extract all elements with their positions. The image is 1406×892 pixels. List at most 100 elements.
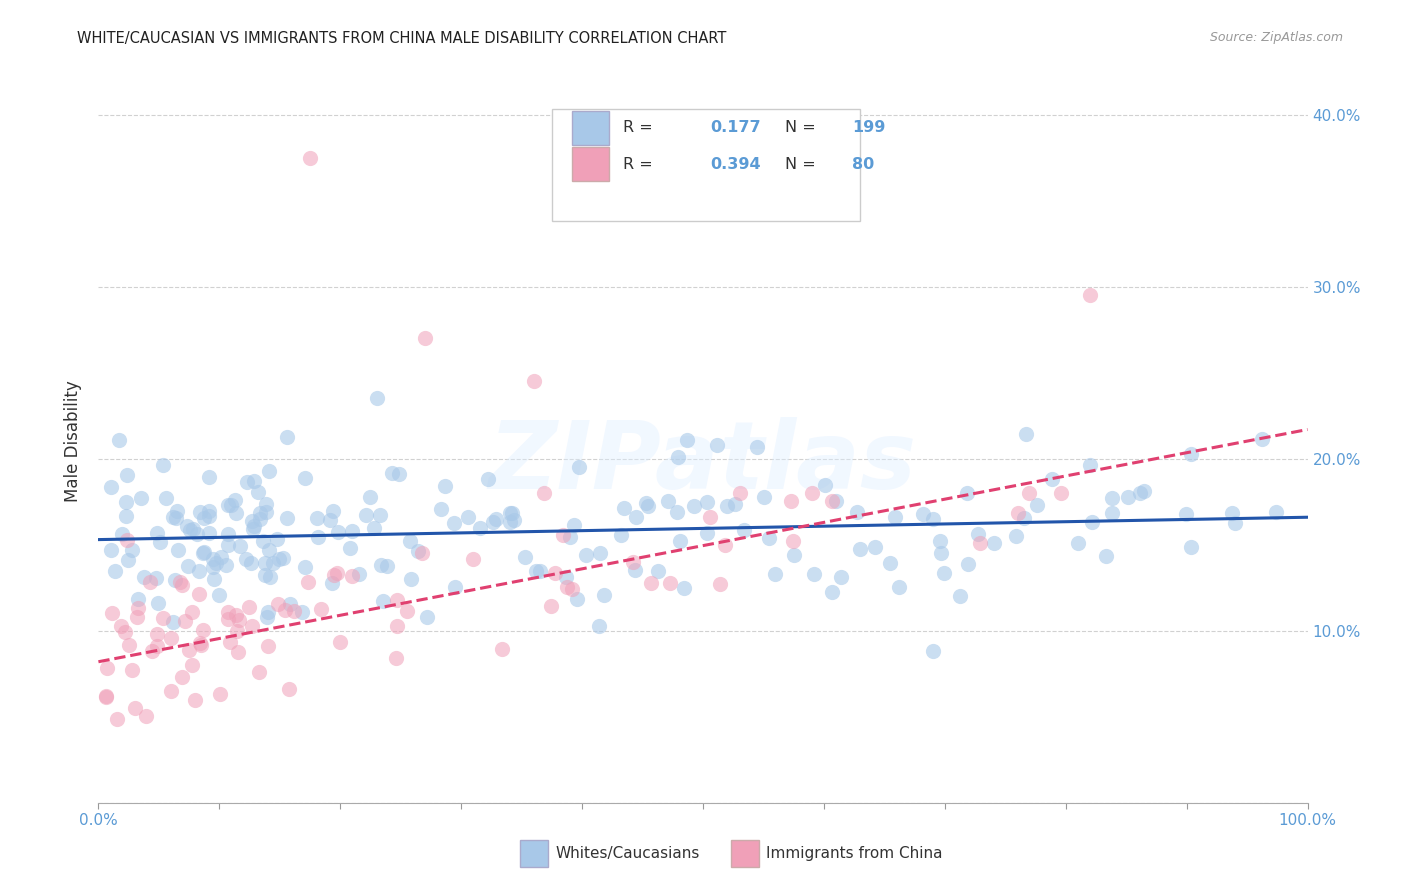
Point	[955, 486, 977, 500]
Point	[623, 564, 645, 578]
Point	[307, 530, 329, 544]
Point	[555, 569, 578, 583]
Point	[696, 495, 718, 509]
Point	[96, 689, 118, 703]
Point	[191, 623, 214, 637]
Point	[665, 505, 688, 519]
Point	[319, 514, 342, 528]
Point	[589, 546, 612, 560]
Point	[277, 682, 299, 697]
Point	[921, 511, 943, 525]
Point	[457, 510, 479, 524]
Point	[294, 560, 316, 574]
Point	[779, 494, 801, 508]
Point	[155, 491, 177, 505]
Point	[675, 433, 697, 447]
Point	[461, 552, 484, 566]
Point	[127, 601, 149, 615]
Point	[658, 576, 681, 591]
Point	[830, 570, 852, 584]
Text: Whites/Caucasians: Whites/Caucasians	[555, 847, 700, 861]
Point	[101, 606, 124, 620]
Point	[247, 665, 270, 679]
Point	[524, 564, 547, 578]
Point	[129, 491, 152, 506]
Point	[193, 545, 215, 559]
Point	[193, 546, 215, 560]
Point	[515, 549, 537, 564]
Point	[127, 591, 149, 606]
Point	[782, 533, 804, 548]
Point	[290, 605, 312, 619]
Point	[297, 574, 319, 589]
Point	[359, 490, 381, 504]
Point	[217, 498, 239, 512]
Point	[115, 495, 138, 509]
Point	[763, 566, 786, 581]
Point	[115, 509, 138, 524]
Point	[1004, 529, 1026, 543]
Point	[176, 518, 198, 533]
Point	[413, 331, 436, 345]
Point	[884, 509, 907, 524]
Point	[395, 604, 418, 618]
Point	[1101, 491, 1123, 505]
Point	[177, 643, 200, 657]
Point	[188, 505, 211, 519]
Point	[716, 499, 738, 513]
Point	[96, 661, 118, 675]
Point	[162, 615, 184, 629]
Point	[94, 690, 117, 705]
Point	[758, 531, 780, 545]
FancyBboxPatch shape	[572, 147, 609, 181]
Point	[254, 556, 277, 570]
Point	[399, 572, 422, 586]
Point	[491, 642, 513, 657]
Point	[1133, 484, 1156, 499]
Point	[107, 434, 129, 448]
Point	[201, 552, 224, 566]
Text: R =: R =	[623, 120, 652, 136]
Point	[269, 552, 291, 566]
Point	[235, 552, 257, 566]
Point	[912, 507, 935, 521]
Point	[699, 510, 721, 524]
Text: N =: N =	[785, 120, 815, 136]
Point	[657, 493, 679, 508]
Point	[254, 497, 277, 511]
Point	[239, 556, 262, 570]
Point	[932, 566, 955, 580]
Point	[267, 597, 290, 611]
Point	[1251, 432, 1274, 446]
Point	[593, 588, 616, 602]
Point	[1118, 490, 1140, 504]
Point	[187, 587, 209, 601]
Point	[887, 580, 910, 594]
Point	[706, 438, 728, 452]
Point	[922, 644, 945, 658]
Point	[141, 644, 163, 658]
Point	[259, 570, 281, 584]
Point	[100, 543, 122, 558]
Point	[184, 692, 207, 706]
Point	[326, 525, 349, 540]
Text: 0.394: 0.394	[710, 157, 761, 171]
Point	[370, 558, 392, 573]
Point	[543, 566, 565, 580]
Point	[368, 508, 391, 523]
Point	[249, 506, 271, 520]
Point	[624, 510, 647, 524]
Point	[879, 556, 901, 570]
Point	[117, 552, 139, 566]
FancyBboxPatch shape	[551, 109, 860, 221]
Point	[170, 670, 193, 684]
Point	[377, 558, 399, 573]
Point	[148, 596, 170, 610]
Point	[242, 619, 264, 633]
Point	[146, 626, 169, 640]
Text: ZIPatlas: ZIPatlas	[489, 417, 917, 509]
Point	[105, 712, 128, 726]
Point	[180, 658, 202, 673]
Point	[186, 527, 208, 541]
Point	[820, 494, 842, 508]
